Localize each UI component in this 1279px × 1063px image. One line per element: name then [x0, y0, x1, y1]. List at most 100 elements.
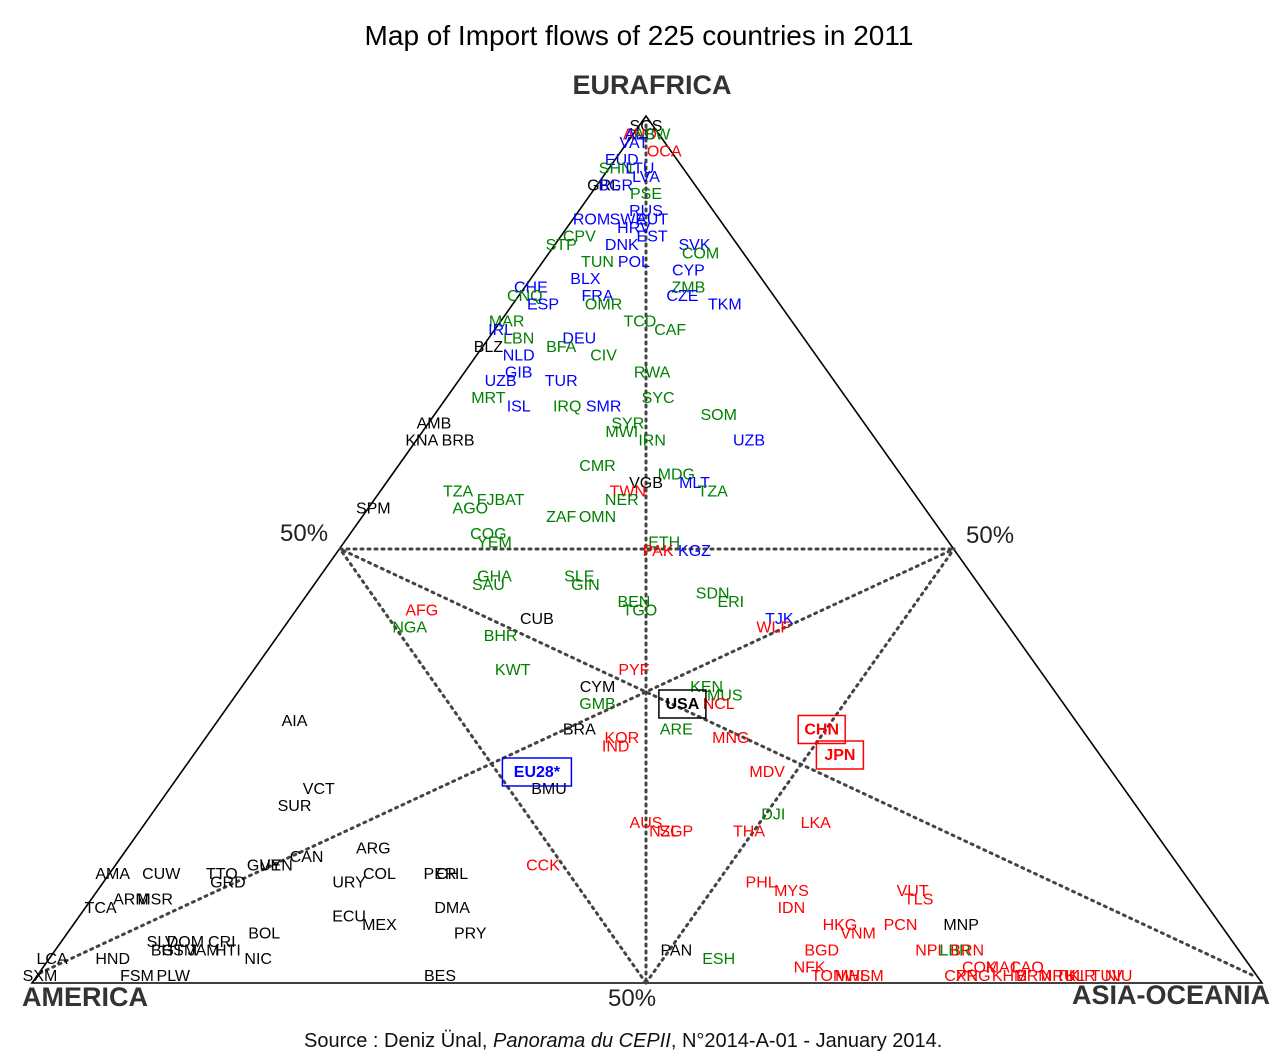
point-label-hrv: HRV: [617, 220, 651, 237]
point-label-tun: TUN: [581, 254, 614, 271]
point-label-ecu: ECU: [332, 909, 366, 926]
point-label-aia: AIA: [282, 713, 308, 730]
point-label-ner: NER: [605, 492, 639, 509]
point-label-syc: SYC: [642, 390, 675, 407]
point-label-jam: JAM: [188, 943, 220, 960]
point-label-cyp: CYP: [672, 263, 705, 280]
point-label-pry: PRY: [454, 926, 487, 943]
point-label-eud: EUD: [605, 152, 639, 169]
point-label-lca: LCA: [37, 951, 68, 968]
point-label-lbn: LBN: [503, 331, 534, 348]
source-italic: Panorama du CEPII: [493, 1030, 671, 1052]
point-label-kgz: KGZ: [678, 543, 711, 560]
point-label-bhs: BHS: [151, 943, 184, 960]
point-label-vnm: VNM: [840, 926, 876, 943]
point-label-rwa: RWA: [634, 365, 671, 382]
point-label-tza: TZA: [443, 484, 474, 501]
point-label-gha: GHA: [477, 569, 512, 586]
point-label-vct: VCT: [303, 781, 335, 798]
point-label-tjk: TJK: [765, 611, 794, 628]
point-label-pse: PSE: [630, 186, 662, 203]
point-label-brm: BRM: [1016, 968, 1052, 985]
point-label-png: PNG: [956, 968, 991, 985]
point-label-mrt: MRT: [471, 390, 506, 407]
highlight-label-eu28: EU28*: [514, 764, 561, 781]
line-bottom-to-right-mid: [644, 547, 956, 985]
point-label-npl: NPL: [915, 943, 946, 960]
point-label-col: COL: [363, 866, 396, 883]
point-label-syr: SYR: [611, 416, 644, 433]
corner-label-top: EURAFRICA: [573, 70, 732, 100]
point-label-blz: BLZ: [474, 339, 504, 356]
point-label-nzl: NZL: [649, 824, 679, 841]
point-label-grd: GRD: [210, 875, 246, 892]
highlight-box-jpn: [815, 740, 865, 770]
point-label-cog: COG: [470, 526, 506, 543]
median-from-right: [338, 547, 1254, 977]
point-label-bol: BOL: [248, 926, 280, 943]
point-label-pol: POL: [618, 254, 650, 271]
point-label-alb: ALB: [625, 127, 655, 144]
point-label-isl: ISL: [507, 399, 531, 416]
point-label-esh: ESH: [702, 951, 735, 968]
point-label-ben: BEN: [617, 594, 650, 611]
point-label-fsm: FSM: [120, 968, 154, 985]
point-label-civ: CIV: [590, 348, 617, 365]
point-label-ltu: LTU: [625, 161, 654, 178]
point-label-abw: ABW: [634, 127, 671, 144]
point-label-tur: TUR: [545, 373, 578, 390]
point-label-tls: TLS: [904, 892, 933, 909]
point-label-smr: SMR: [586, 399, 622, 416]
point-label-mng: MNG: [712, 730, 749, 747]
point-label-arg: ARG: [356, 841, 391, 858]
point-label-uzb: UZB: [485, 373, 517, 390]
point-label-cym: CYM: [580, 679, 616, 696]
point-label-mys: MYS: [774, 883, 809, 900]
corner-label-left: AMERICA: [22, 982, 148, 1012]
point-label-nic: NIC: [244, 951, 272, 968]
point-label-hnd: HND: [95, 951, 130, 968]
point-label-lva: LVA: [632, 169, 660, 186]
point-label-nru: NRU: [1041, 968, 1076, 985]
point-label-cmr: CMR: [579, 458, 615, 475]
point-label-spm: SPM: [356, 501, 391, 518]
point-label-tgo: TGO: [623, 603, 658, 620]
midpoint-label-right: 50%: [966, 522, 1014, 549]
point-label-kwt: KWT: [495, 662, 531, 679]
point-label-dnk: DNK: [605, 237, 639, 254]
point-label-tza: TZA: [698, 484, 729, 501]
point-label-fjbat: FJBAT: [477, 492, 525, 509]
point-label-nfk: NFK: [794, 960, 826, 977]
chart-title: Map of Import flows of 225 countries in …: [365, 20, 914, 51]
point-label-svk: SVK: [678, 237, 710, 254]
point-label-mdg: MDG: [658, 467, 695, 484]
point-label-gin: GIN: [571, 577, 599, 594]
median-from-left: [38, 547, 956, 975]
point-label-deu: DEU: [562, 331, 596, 348]
point-label-vat: VAT: [620, 135, 649, 152]
highlight-label-usa: USA: [666, 696, 700, 713]
point-label-est: EST: [637, 229, 668, 246]
point-label-khm: KHM: [992, 968, 1028, 985]
point-label-vgb: VGB: [629, 475, 663, 492]
point-label-sau: SAU: [472, 577, 505, 594]
point-label-idn: IDN: [778, 900, 806, 917]
point-label-blx: BLX: [570, 271, 601, 288]
point-label-dma: DMA: [434, 900, 470, 917]
point-label-kir: KIR: [1069, 968, 1096, 985]
point-label-kna: KNA: [405, 433, 438, 450]
point-label-aus: AUS: [630, 815, 663, 832]
point-label-gmb: GMB: [579, 696, 615, 713]
point-label-cuw: CUW: [142, 866, 181, 883]
point-label-are: ARE: [660, 722, 693, 739]
point-label-bmu: BMU: [531, 781, 567, 798]
point-label-tca: TCA: [85, 900, 117, 917]
point-label-cxr: CXR: [944, 968, 978, 985]
point-label-ago: AGO: [453, 501, 489, 518]
point-label-cok: COK: [962, 960, 997, 977]
point-label-irn: IRN: [638, 433, 666, 450]
point-label-aut: AUT: [636, 212, 668, 229]
point-label-mac: MAC: [986, 960, 1022, 977]
point-label-brn: BRN: [950, 943, 984, 960]
